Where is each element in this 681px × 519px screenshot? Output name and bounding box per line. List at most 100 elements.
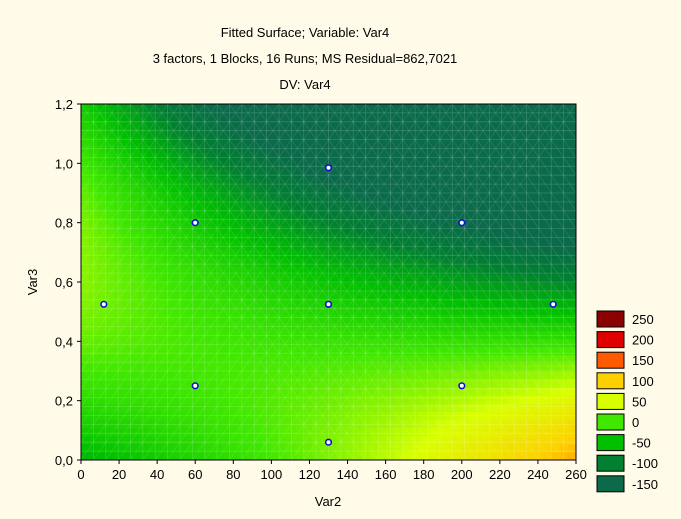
surface-cell bbox=[296, 452, 305, 461]
surface-cell bbox=[477, 314, 486, 323]
surface-cell bbox=[221, 395, 230, 404]
y-axis-label: Var3 bbox=[25, 269, 40, 296]
x-tick-label: 20 bbox=[112, 467, 126, 482]
surface-cell bbox=[122, 217, 131, 226]
surface-cell bbox=[221, 452, 230, 461]
surface-cell bbox=[527, 403, 536, 412]
surface-cell bbox=[518, 225, 527, 234]
surface-cell bbox=[147, 331, 156, 340]
surface-cell bbox=[527, 201, 536, 210]
surface-cell bbox=[221, 331, 230, 340]
x-tick-label: 220 bbox=[489, 467, 511, 482]
surface-cell bbox=[172, 420, 181, 429]
surface-cell bbox=[98, 217, 107, 226]
surface-cell bbox=[452, 403, 461, 412]
surface-cell bbox=[551, 403, 560, 412]
y-tick-label: 0,0 bbox=[55, 453, 73, 468]
surface-cell bbox=[147, 363, 156, 372]
surface-cell bbox=[147, 274, 156, 283]
x-tick-label: 160 bbox=[375, 467, 397, 482]
y-tick-label: 0,6 bbox=[55, 275, 73, 290]
surface-cell bbox=[502, 436, 511, 445]
surface-cell bbox=[551, 225, 560, 234]
surface-cell bbox=[527, 314, 536, 323]
legend-label: 0 bbox=[632, 415, 639, 430]
surface-cell bbox=[172, 395, 181, 404]
surface-cell bbox=[131, 242, 140, 251]
y-tick-label: 1,0 bbox=[55, 156, 73, 171]
surface-cell bbox=[568, 403, 577, 412]
plot-grid bbox=[0, 104, 681, 460]
surface-cell bbox=[155, 242, 164, 251]
design-point bbox=[550, 302, 556, 308]
surface-cell bbox=[172, 452, 181, 461]
surface-cell bbox=[147, 452, 156, 461]
surface-cell bbox=[106, 420, 115, 429]
x-tick-label: 140 bbox=[337, 467, 359, 482]
design-point bbox=[459, 383, 465, 389]
surface-cell bbox=[221, 363, 230, 372]
x-axis-label: Var2 bbox=[315, 494, 342, 509]
title-line-2: 3 factors, 1 Blocks, 16 Runs; MS Residua… bbox=[153, 51, 458, 66]
legend-swatch bbox=[597, 332, 624, 348]
surface-cell bbox=[197, 452, 206, 461]
surface-cell bbox=[452, 347, 461, 356]
surface-cell bbox=[518, 403, 527, 412]
surface-cell bbox=[477, 258, 486, 267]
surface-cell bbox=[452, 290, 461, 299]
surface-cell bbox=[205, 331, 214, 340]
surface-cell bbox=[122, 274, 131, 283]
surface-cell bbox=[155, 420, 164, 429]
title-line-1: Fitted Surface; Variable: Var4 bbox=[221, 25, 390, 40]
surface-cell bbox=[172, 306, 181, 315]
surface-cell bbox=[452, 436, 461, 445]
surface-cell bbox=[403, 436, 412, 445]
surface-cell bbox=[527, 379, 536, 388]
surface-cell bbox=[246, 452, 255, 461]
surface-cell bbox=[502, 403, 511, 412]
surface-cell bbox=[98, 185, 107, 194]
surface-cell bbox=[147, 420, 156, 429]
legend-label: 150 bbox=[632, 353, 654, 368]
surface-cell bbox=[502, 347, 511, 356]
design-point bbox=[101, 302, 107, 308]
surface-cell bbox=[106, 242, 115, 251]
surface-cell bbox=[81, 242, 90, 251]
surface-cell bbox=[568, 314, 577, 323]
surface-cell bbox=[98, 420, 107, 429]
surface-cell bbox=[494, 225, 503, 234]
surface-cell bbox=[395, 403, 404, 412]
y-tick-label: 0,8 bbox=[55, 216, 73, 231]
surface-cell bbox=[122, 331, 131, 340]
x-tick-label: 240 bbox=[527, 467, 549, 482]
surface-cell bbox=[477, 347, 486, 356]
surface-cell bbox=[180, 331, 189, 340]
surface-cell bbox=[527, 290, 536, 299]
design-point bbox=[192, 220, 198, 226]
legend-swatch bbox=[597, 393, 624, 409]
surface-cell bbox=[543, 403, 552, 412]
surface-cell bbox=[246, 395, 255, 404]
x-tick-label: 100 bbox=[261, 467, 283, 482]
surface-cell bbox=[172, 274, 181, 283]
surface-cell bbox=[543, 314, 552, 323]
surface-cell bbox=[122, 306, 131, 315]
surface-cell bbox=[469, 314, 478, 323]
surface-cell bbox=[172, 363, 181, 372]
surface-cell bbox=[122, 452, 131, 461]
x-tick-label: 120 bbox=[299, 467, 321, 482]
surface-cell bbox=[106, 153, 115, 162]
surface-cell bbox=[527, 258, 536, 267]
title-line-3: DV: Var4 bbox=[279, 77, 330, 92]
surface-cell bbox=[246, 420, 255, 429]
surface-cell bbox=[527, 436, 536, 445]
surface-cell bbox=[147, 242, 156, 251]
design-point bbox=[459, 220, 465, 226]
surface-cell bbox=[98, 242, 107, 251]
surface-cell bbox=[494, 314, 503, 323]
surface-cell bbox=[518, 314, 527, 323]
surface-cell bbox=[378, 403, 387, 412]
surface-cell bbox=[122, 185, 131, 194]
surface-cell bbox=[551, 258, 560, 267]
